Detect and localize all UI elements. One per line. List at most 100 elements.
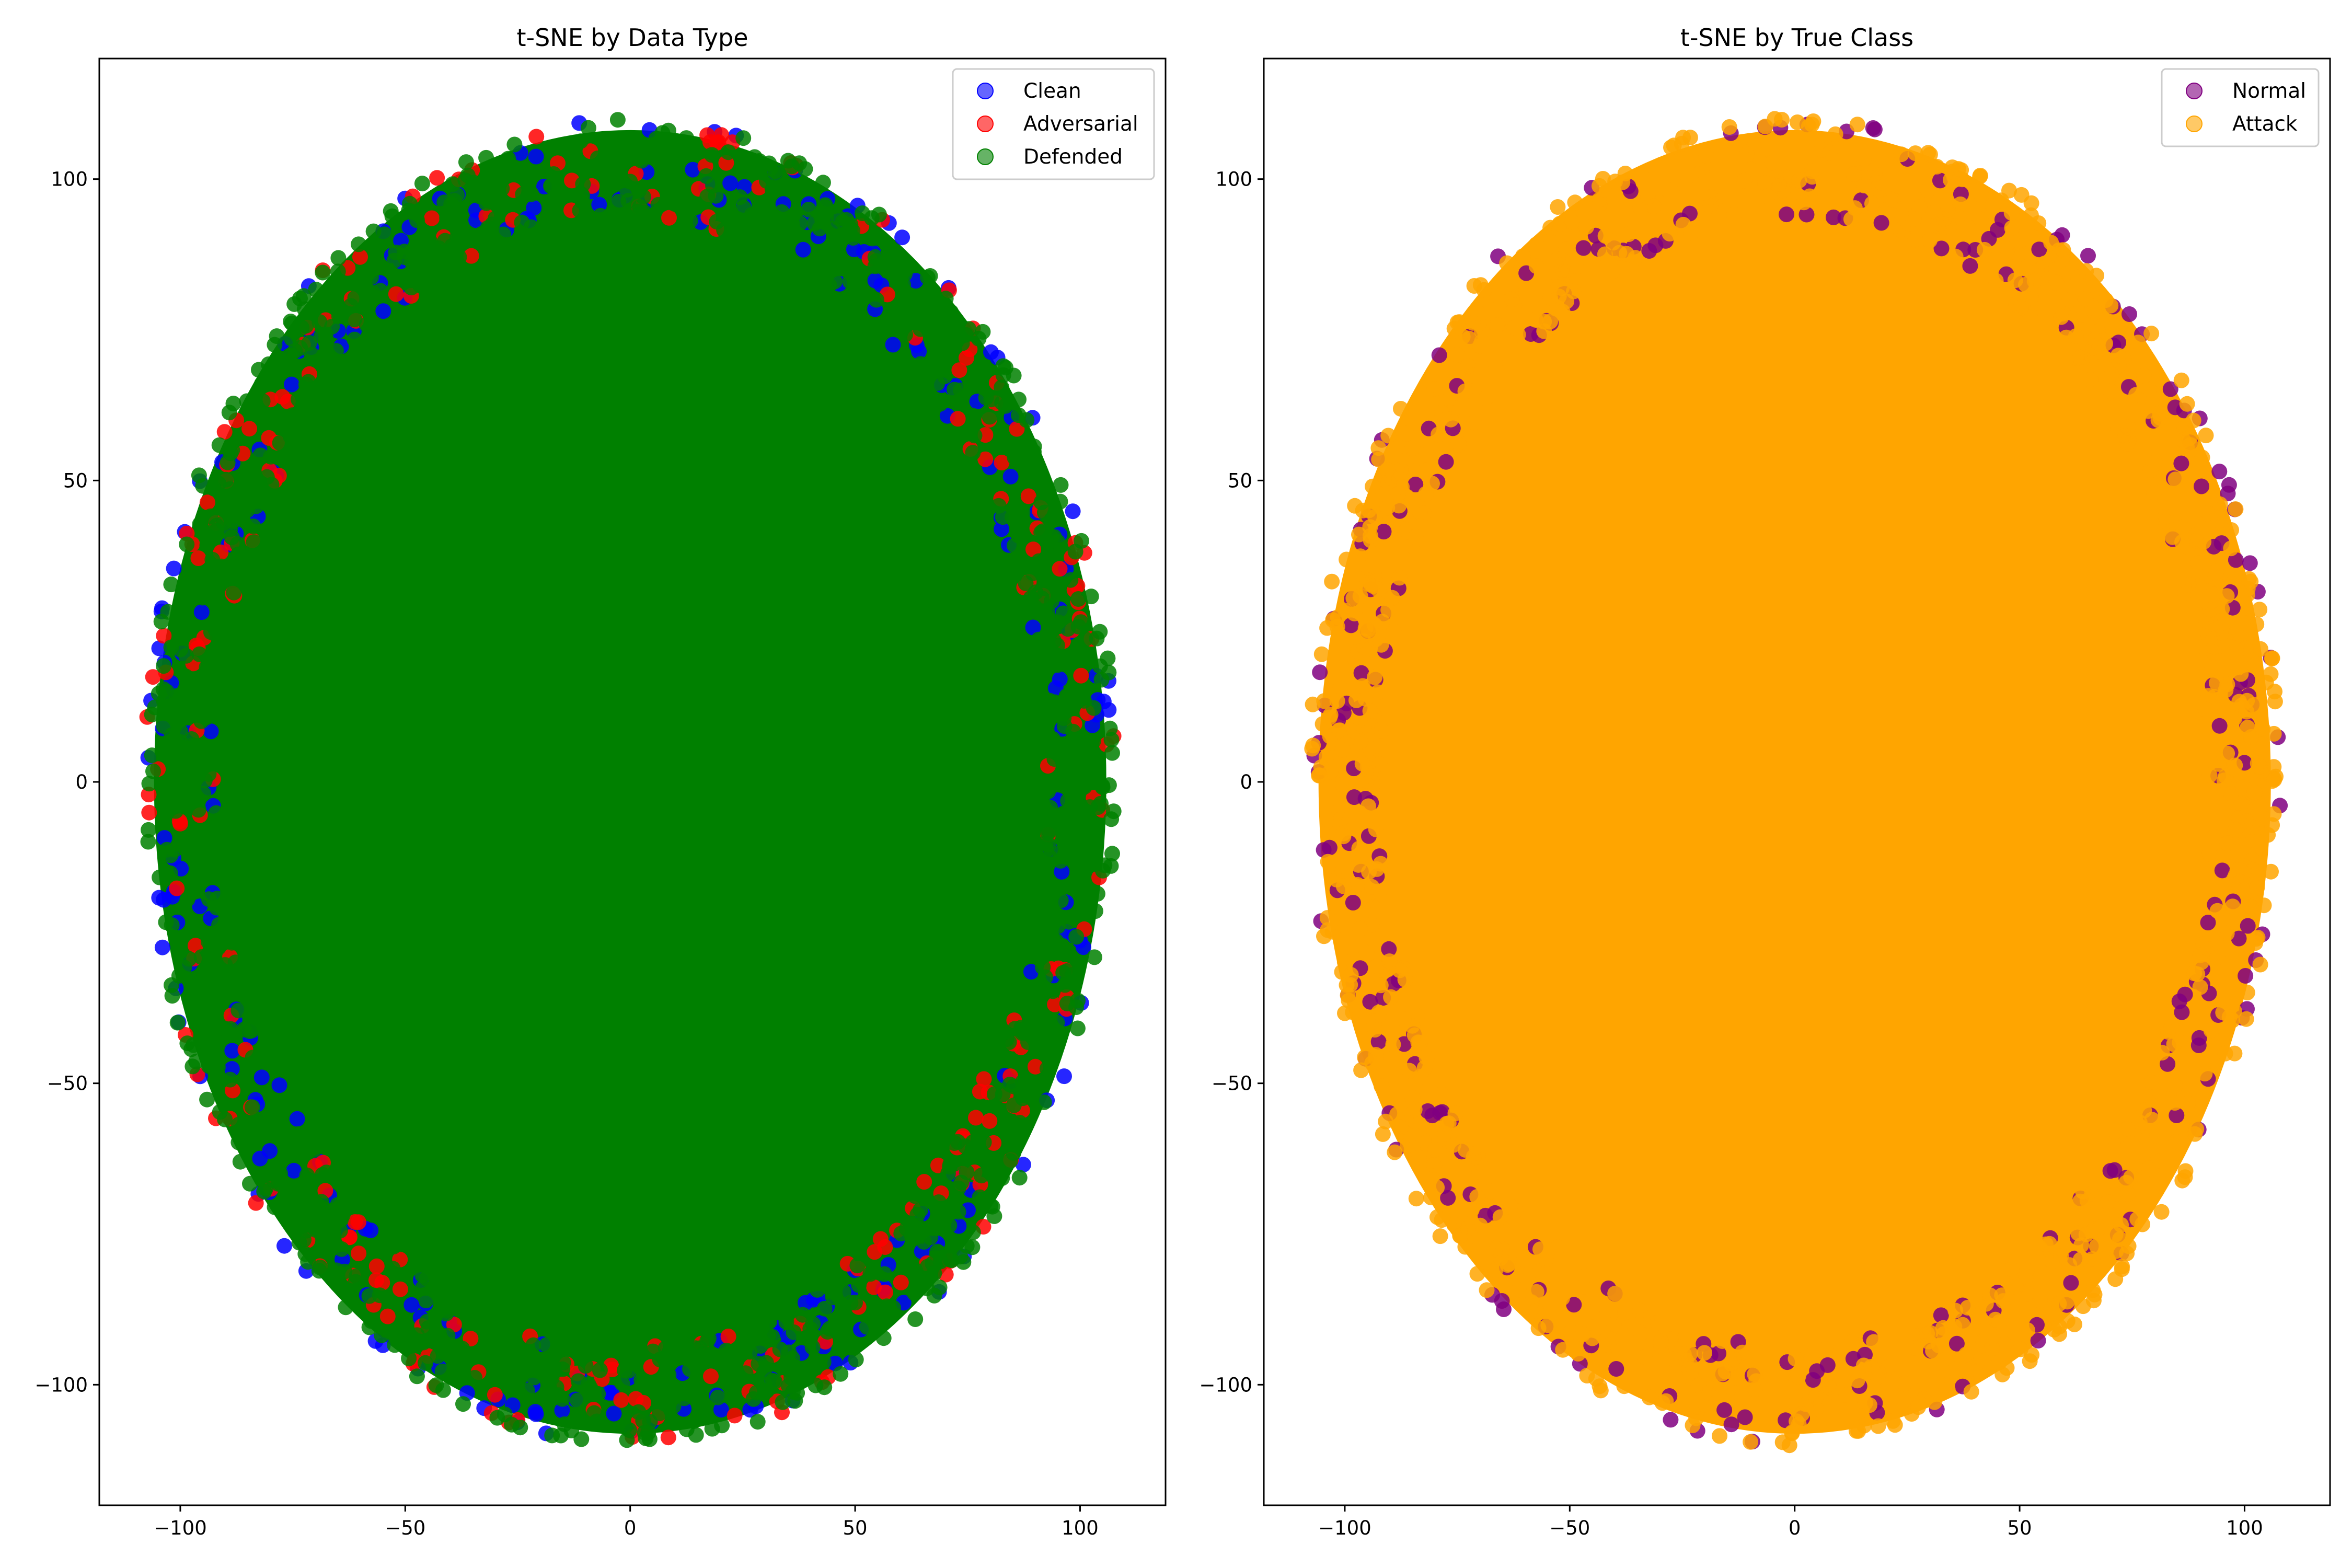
point-defended	[387, 1337, 403, 1353]
point-attack	[1408, 1191, 1424, 1207]
point-normal	[2242, 555, 2258, 571]
point-defended	[158, 914, 174, 930]
point-clean	[1002, 468, 1019, 485]
point-attack	[2086, 1286, 2103, 1302]
point-defended	[210, 628, 225, 644]
point-defended	[720, 144, 736, 160]
point-normal	[2063, 1275, 2079, 1291]
point-attack	[1747, 1366, 1763, 1382]
point-defended	[574, 188, 591, 204]
point-attack	[2181, 431, 2197, 447]
point-attack	[1550, 199, 1566, 215]
point-attack	[2070, 269, 2086, 285]
point-attack	[1781, 1437, 1797, 1454]
point-attack	[2256, 897, 2272, 914]
point-adversarial	[604, 1362, 620, 1377]
point-defended	[1036, 1094, 1052, 1110]
point-attack	[1640, 189, 1656, 205]
point-attack	[1567, 258, 1584, 274]
point-clean	[1056, 1068, 1072, 1085]
point-defended	[235, 568, 251, 584]
point-attack	[1633, 167, 1650, 183]
point-adversarial	[938, 1266, 954, 1283]
point-defended	[913, 321, 929, 337]
point-attack	[1908, 1340, 1924, 1356]
point-defended	[1076, 693, 1092, 709]
point-attack	[2072, 1252, 2089, 1268]
point-adversarial	[951, 362, 967, 378]
point-attack	[1804, 1347, 1820, 1363]
point-defended	[978, 389, 994, 406]
point-clean	[795, 241, 811, 258]
point-defended	[439, 210, 455, 226]
point-defended	[313, 1194, 329, 1210]
point-attack	[2167, 471, 2184, 488]
point-defended	[1076, 779, 1092, 795]
point-defended	[155, 681, 171, 697]
point-defended	[214, 601, 230, 617]
point-attack	[1857, 1395, 1873, 1411]
point-defended	[575, 176, 591, 192]
point-adversarial	[893, 1274, 909, 1290]
point-clean	[713, 1402, 729, 1418]
point-defended	[907, 1285, 923, 1301]
point-attack	[1743, 1434, 1759, 1450]
point-adversarial	[1020, 488, 1036, 504]
point-defended	[160, 604, 176, 620]
point-defended	[610, 132, 626, 147]
point-defended	[862, 1266, 879, 1282]
point-attack	[2106, 386, 2122, 402]
point-normal	[1608, 1361, 1624, 1377]
point-adversarial	[379, 1308, 396, 1324]
point-defended	[919, 269, 936, 285]
point-attack	[1336, 954, 1353, 970]
point-defended	[578, 1358, 594, 1374]
point-attack	[2201, 846, 2218, 862]
point-defended	[1053, 852, 1069, 869]
point-attack	[2082, 372, 2099, 388]
point-defended	[385, 1261, 401, 1277]
point-defended	[298, 376, 314, 393]
point-defended	[1035, 523, 1051, 539]
point-attack	[2204, 606, 2220, 622]
point-attack	[1399, 489, 1415, 504]
point-defended	[912, 309, 928, 326]
point-defended	[787, 1393, 803, 1409]
point-defended	[592, 1362, 608, 1378]
point-attack	[1373, 977, 1389, 994]
point-defended	[765, 181, 781, 198]
point-attack	[2192, 979, 2208, 995]
point-attack	[2143, 326, 2160, 342]
point-adversarial	[867, 1244, 883, 1260]
point-attack	[1791, 172, 1807, 189]
point-defended	[202, 850, 217, 866]
point-attack	[1717, 1364, 1734, 1380]
point-defended	[218, 471, 234, 488]
point-attack	[1305, 696, 1321, 712]
point-adversarial	[872, 1231, 889, 1247]
point-defended	[347, 331, 363, 348]
point-normal	[2080, 248, 2096, 264]
point-defended	[1015, 559, 1031, 575]
point-attack	[1688, 1410, 1704, 1426]
point-defended	[898, 1220, 915, 1237]
point-attack	[1341, 993, 1357, 1009]
point-normal	[1362, 994, 1378, 1010]
point-defended	[1035, 959, 1051, 975]
point-attack	[1667, 1326, 1683, 1342]
point-attack	[1641, 1389, 1657, 1405]
point-adversarial	[1073, 667, 1089, 684]
point-clean	[798, 1295, 813, 1311]
point-attack	[2239, 587, 2255, 603]
point-attack	[1947, 1302, 1964, 1319]
point-attack	[1962, 1361, 1978, 1377]
point-defended	[262, 1126, 279, 1143]
y-tick-label: 0	[1240, 771, 1252, 793]
point-attack	[1856, 177, 1872, 193]
point-defended	[449, 187, 465, 203]
point-attack	[1432, 1228, 1448, 1244]
point-attack	[2076, 307, 2092, 323]
legend-marker-attack	[2186, 116, 2203, 132]
legend: Normal Attack	[2161, 68, 2320, 147]
point-attack	[1617, 1305, 1633, 1321]
